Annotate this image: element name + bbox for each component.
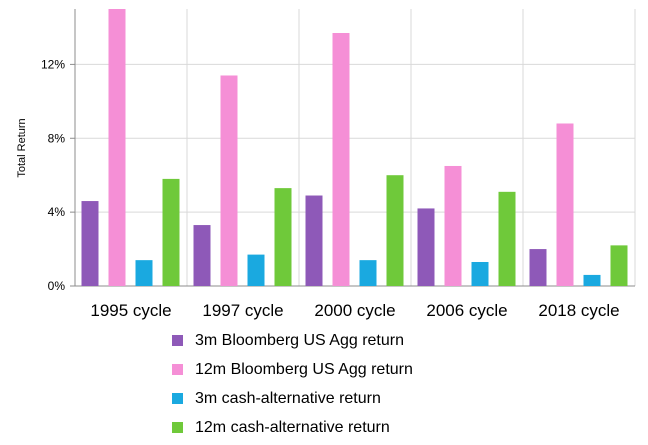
legend-label: 12m Bloomberg US Agg return [195, 360, 413, 378]
y-tick-label: 8% [48, 131, 66, 145]
bar [274, 188, 292, 286]
bar [444, 165, 462, 286]
bar [556, 123, 574, 286]
x-tick-label: 1995 cycle [90, 301, 171, 320]
bar [610, 245, 628, 286]
bar [332, 33, 350, 286]
bar [471, 261, 489, 286]
legend-swatch [172, 364, 183, 375]
legend-swatch [172, 335, 183, 346]
bar [583, 274, 601, 286]
legend-item: 3m Bloomberg US Agg return [172, 326, 413, 355]
legend-item: 12m Bloomberg US Agg return [172, 355, 413, 384]
bar [529, 249, 547, 286]
bar [247, 254, 265, 286]
axes [70, 9, 635, 287]
bars [81, 9, 628, 286]
bar [162, 178, 180, 286]
y-tick-labels: 0% 4% 8% 12% [41, 57, 65, 293]
y-tick-label: 12% [41, 57, 65, 71]
x-tick-label: 2018 cycle [538, 301, 619, 320]
bar [359, 260, 377, 286]
bar [108, 9, 126, 286]
bar [81, 201, 99, 286]
x-tick-label: 2000 cycle [314, 301, 395, 320]
chart-legend: 3m Bloomberg US Agg return 12m Bloomberg … [172, 326, 413, 442]
bar [417, 208, 435, 286]
bar [498, 191, 516, 286]
x-tick-label: 1997 cycle [202, 301, 283, 320]
bar [135, 260, 153, 286]
legend-item: 3m cash-alternative return [172, 384, 413, 413]
legend-label: 3m cash-alternative return [195, 389, 381, 407]
legend-label: 12m cash-alternative return [195, 418, 390, 436]
x-tick-labels: 1995 cycle 1997 cycle 2000 cycle 2006 cycle… [90, 301, 619, 320]
bar [386, 175, 404, 286]
y-tick-label: 4% [48, 205, 66, 219]
bar [305, 195, 323, 286]
bar [220, 75, 238, 286]
y-axis-label: Total Return [16, 118, 28, 177]
legend-swatch [172, 393, 183, 404]
legend-label: 3m Bloomberg US Agg return [195, 331, 404, 349]
legend-swatch [172, 422, 183, 433]
bar-chart: 0% 4% 8% 12% 1995 cycle 1997 cycle 2000 cycle… [16, 9, 636, 320]
x-tick-label: 2006 cycle [426, 301, 507, 320]
legend-item: 12m cash-alternative return [172, 413, 413, 442]
bar [193, 225, 211, 286]
grid-lines [75, 9, 636, 287]
y-tick-label: 0% [48, 279, 66, 293]
